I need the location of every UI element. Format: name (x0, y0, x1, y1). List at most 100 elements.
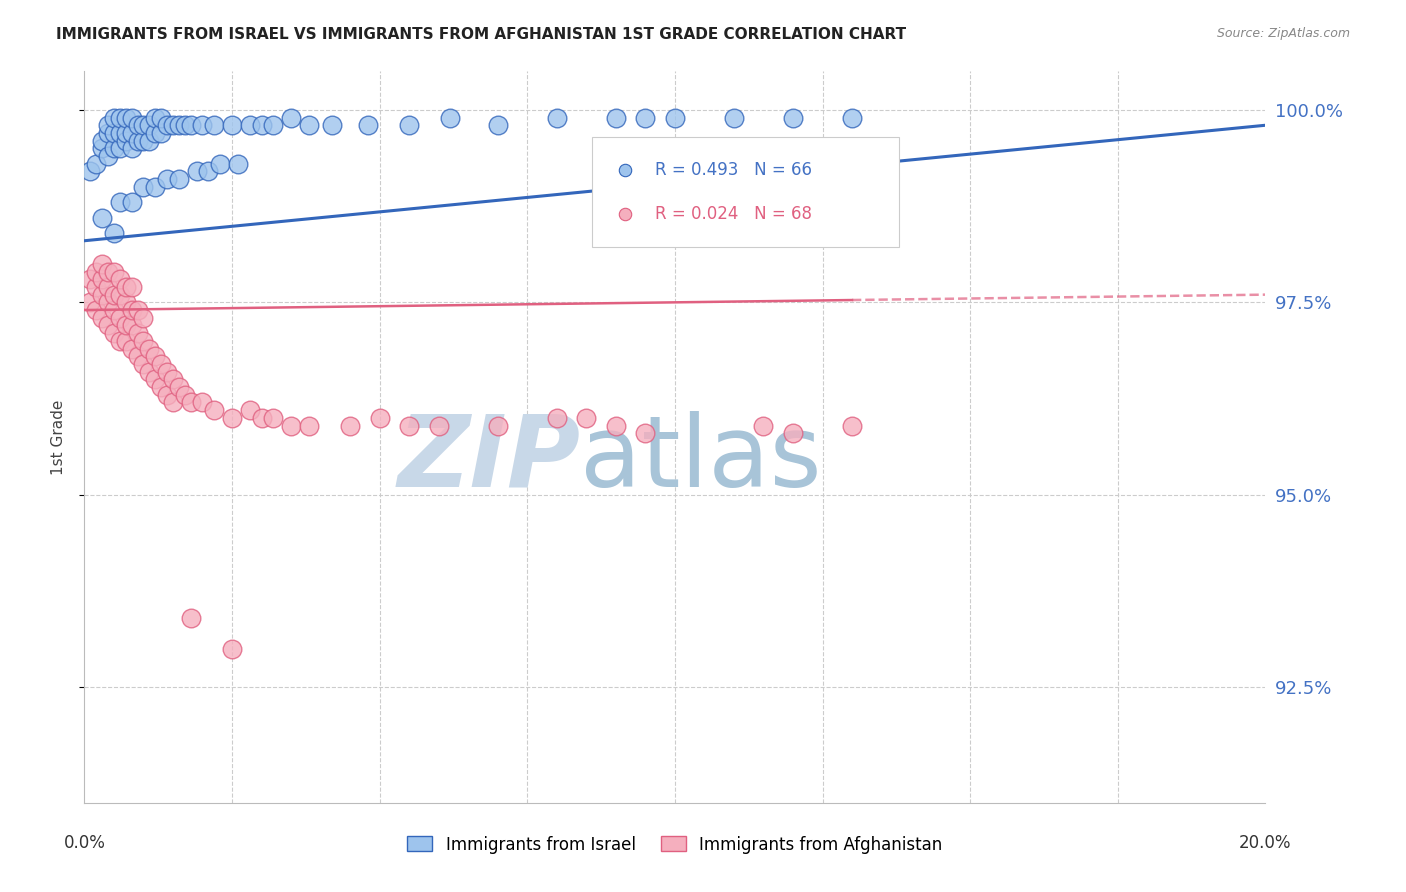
Point (239, 403, 262, 417)
Text: 20.0%: 20.0% (1239, 834, 1292, 852)
Point (114, 295, 136, 310)
Point (103, 326, 125, 340)
Point (91, 287, 114, 301)
Point (97, 318, 120, 333)
Point (97, 126, 120, 140)
Point (127, 303, 149, 318)
Text: Source: ZipAtlas.com: Source: ZipAtlas.com (1216, 27, 1350, 40)
Point (79, 164, 101, 178)
Point (132, 357, 155, 371)
Point (634, 426, 657, 441)
Legend: Immigrants from Israel, Immigrants from Afghanistan: Immigrants from Israel, Immigrants from … (401, 829, 949, 860)
Point (132, 134, 155, 148)
Point (97, 118, 120, 132)
Point (97, 264, 120, 278)
Point (339, 418, 361, 433)
Point (226, 157, 249, 171)
Point (84, 264, 107, 278)
Text: 0.0%: 0.0% (63, 834, 105, 852)
Point (138, 134, 160, 148)
Point (79, 272, 101, 286)
Point (156, 118, 179, 132)
Point (156, 388, 179, 402)
Point (546, 410, 568, 425)
Point (173, 388, 195, 402)
Point (132, 310, 155, 325)
Point (138, 342, 160, 356)
Point (221, 118, 243, 132)
Point (150, 380, 173, 394)
Point (97, 280, 120, 294)
Point (97, 149, 120, 163)
Point (143, 349, 166, 363)
Point (108, 334, 131, 348)
Point (150, 126, 173, 140)
Point (108, 287, 131, 301)
Text: R = 0.493   N = 66: R = 0.493 N = 66 (655, 161, 811, 179)
Point (357, 118, 380, 132)
Point (398, 418, 420, 433)
Point (173, 118, 195, 132)
Point (167, 172, 190, 186)
Point (91, 310, 114, 325)
Point (91, 211, 114, 225)
Point (114, 126, 136, 140)
Point (103, 303, 125, 318)
Point (250, 410, 273, 425)
Point (150, 111, 173, 125)
Point (752, 418, 775, 433)
Point (262, 410, 284, 425)
Point (298, 118, 321, 132)
Text: IMMIGRANTS FROM ISRAEL VS IMMIGRANTS FROM AFGHANISTAN 1ST GRADE CORRELATION CHAR: IMMIGRANTS FROM ISRAEL VS IMMIGRANTS FRO… (56, 27, 907, 42)
Point (162, 395, 184, 409)
Point (121, 126, 143, 140)
Point (180, 611, 202, 625)
Text: atlas: atlas (581, 410, 823, 508)
Point (97, 295, 120, 310)
Point (127, 349, 149, 363)
Point (439, 111, 461, 125)
Point (108, 141, 131, 155)
Point (84, 303, 107, 318)
Point (91, 141, 114, 155)
Point (280, 111, 302, 125)
Point (108, 195, 131, 210)
Point (162, 372, 184, 386)
Point (841, 111, 863, 125)
Point (427, 418, 450, 433)
Point (103, 111, 125, 125)
Point (221, 410, 243, 425)
Point (486, 118, 509, 132)
Point (664, 111, 686, 125)
Text: R = 0.024   N = 68: R = 0.024 N = 68 (655, 205, 811, 223)
Point (143, 179, 166, 194)
Point (202, 403, 225, 417)
Point (91, 272, 114, 286)
Point (127, 326, 149, 340)
Point (162, 118, 184, 132)
Point (114, 134, 136, 148)
Point (156, 365, 179, 379)
Point (298, 418, 321, 433)
Point (167, 380, 190, 394)
Point (121, 303, 143, 318)
Point (121, 280, 143, 294)
Point (723, 111, 745, 125)
Point (84, 280, 107, 294)
Text: ZIP: ZIP (398, 410, 581, 508)
Point (138, 365, 160, 379)
Point (368, 410, 391, 425)
Point (180, 395, 202, 409)
Point (546, 111, 568, 125)
Point (321, 118, 343, 132)
Point (191, 118, 214, 132)
Point (114, 111, 136, 125)
Point (132, 179, 155, 194)
Point (782, 426, 804, 441)
Point (143, 372, 166, 386)
Point (108, 272, 131, 286)
Point (79, 295, 101, 310)
Point (132, 118, 155, 132)
Point (121, 141, 143, 155)
Point (108, 310, 131, 325)
